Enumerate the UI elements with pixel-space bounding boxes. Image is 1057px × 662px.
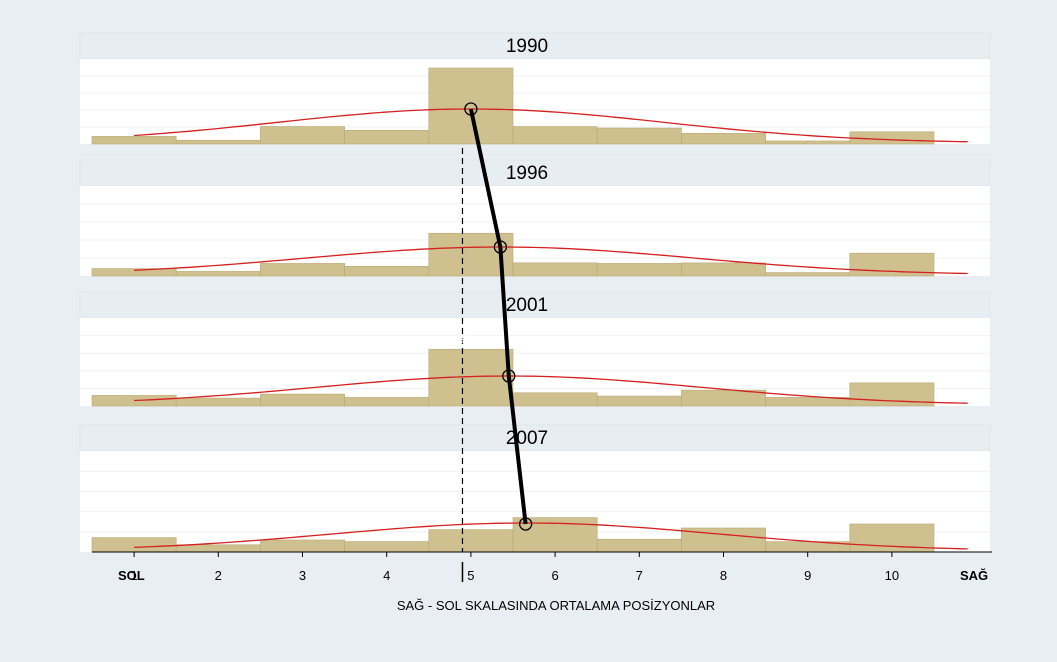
bar xyxy=(596,263,682,277)
bar xyxy=(765,140,851,145)
panel-strip xyxy=(79,424,991,452)
bar xyxy=(175,271,261,277)
bar xyxy=(512,126,598,145)
mean-trend-line xyxy=(468,108,528,525)
bar xyxy=(260,126,345,145)
normal-curve xyxy=(134,246,968,275)
x-tick-label: 1 xyxy=(130,568,137,583)
bar xyxy=(344,266,430,277)
bar xyxy=(596,395,682,407)
x-tick-label: 2 xyxy=(215,568,222,583)
x-tick-label: 3 xyxy=(299,568,306,583)
mean-marker-2007 xyxy=(518,517,533,531)
panel-strip xyxy=(79,32,991,60)
x-tick-label: 10 xyxy=(885,568,899,583)
bar xyxy=(428,67,514,145)
panel-2007: 2007 xyxy=(79,424,991,553)
x-tick-label: 8 xyxy=(720,568,727,583)
panel-1996: 1996 xyxy=(79,159,991,277)
bar xyxy=(175,397,261,407)
x-tick-label: 4 xyxy=(383,568,390,583)
panel-title: 1996 xyxy=(506,163,548,184)
bar xyxy=(512,262,598,277)
panel-title: 2007 xyxy=(506,428,548,449)
plot-area xyxy=(80,318,990,406)
bar xyxy=(260,263,345,277)
x-ticks: 1 2 3 4 5 6 7 8 9 10 xyxy=(130,552,899,583)
x-tick-label: 9 xyxy=(804,568,811,583)
bar xyxy=(91,395,177,407)
bar xyxy=(765,272,851,277)
x-axis: 1 2 3 4 5 6 7 8 9 10 SOL SAĞ SAĞ - SOL SKALASINDA… xyxy=(92,551,992,613)
normal-curve xyxy=(134,375,968,404)
panel-2001: 2001 xyxy=(79,291,991,407)
bar xyxy=(344,130,430,145)
bar xyxy=(344,541,430,553)
mean-markers xyxy=(464,102,533,531)
bar xyxy=(596,127,682,145)
bar xyxy=(260,539,345,553)
mean-marker-2001 xyxy=(502,369,516,383)
x-tick-label: 7 xyxy=(636,568,643,583)
x-tick-label: 5 xyxy=(467,568,474,583)
mean-marker-1996 xyxy=(493,240,508,254)
bar xyxy=(260,393,345,407)
bar xyxy=(512,392,598,407)
bar xyxy=(596,538,682,553)
center-faint-label: SOL xyxy=(456,332,480,346)
panel-strip xyxy=(79,159,991,187)
panel-1990: 1990 xyxy=(79,32,991,145)
normal-curve xyxy=(134,522,968,550)
bar xyxy=(344,397,430,407)
mean-marker-1990 xyxy=(464,102,478,116)
x-tick-label: 6 xyxy=(551,568,558,583)
bar xyxy=(91,136,177,145)
bar xyxy=(428,529,514,553)
panels-layer: 1990 1996 2001 2007 xyxy=(79,32,991,553)
end-label-left: SOL xyxy=(118,568,145,583)
plot-area xyxy=(80,186,990,276)
bar xyxy=(175,139,261,145)
bar xyxy=(91,537,177,553)
bar xyxy=(175,544,261,553)
bar xyxy=(681,389,766,407)
bar xyxy=(681,133,766,145)
normal-curve xyxy=(134,108,968,143)
panel-title: 1990 xyxy=(506,36,548,57)
panel-title: 2001 xyxy=(506,295,548,316)
x-axis-title: SAĞ - SOL SKALASINDA ORTALAMA POSİZYONLA… xyxy=(397,598,715,613)
end-label-right: SAĞ xyxy=(960,568,988,583)
bar xyxy=(681,262,766,277)
